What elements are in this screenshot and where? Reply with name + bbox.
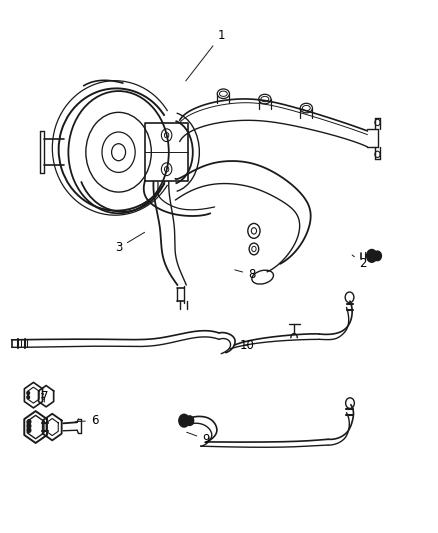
Circle shape xyxy=(186,416,194,425)
Circle shape xyxy=(179,414,189,427)
Circle shape xyxy=(27,391,29,394)
Text: 10: 10 xyxy=(240,338,255,352)
Circle shape xyxy=(27,424,31,428)
Circle shape xyxy=(374,251,381,261)
Circle shape xyxy=(27,419,31,424)
Circle shape xyxy=(367,249,377,262)
Text: 3: 3 xyxy=(115,232,145,254)
Text: 6: 6 xyxy=(75,414,98,427)
Circle shape xyxy=(27,428,31,432)
Circle shape xyxy=(27,395,29,399)
Text: 1: 1 xyxy=(186,29,225,81)
Text: 7: 7 xyxy=(41,390,48,403)
Text: 9: 9 xyxy=(187,432,210,446)
Text: 8: 8 xyxy=(235,268,255,281)
Text: 2: 2 xyxy=(352,255,367,270)
